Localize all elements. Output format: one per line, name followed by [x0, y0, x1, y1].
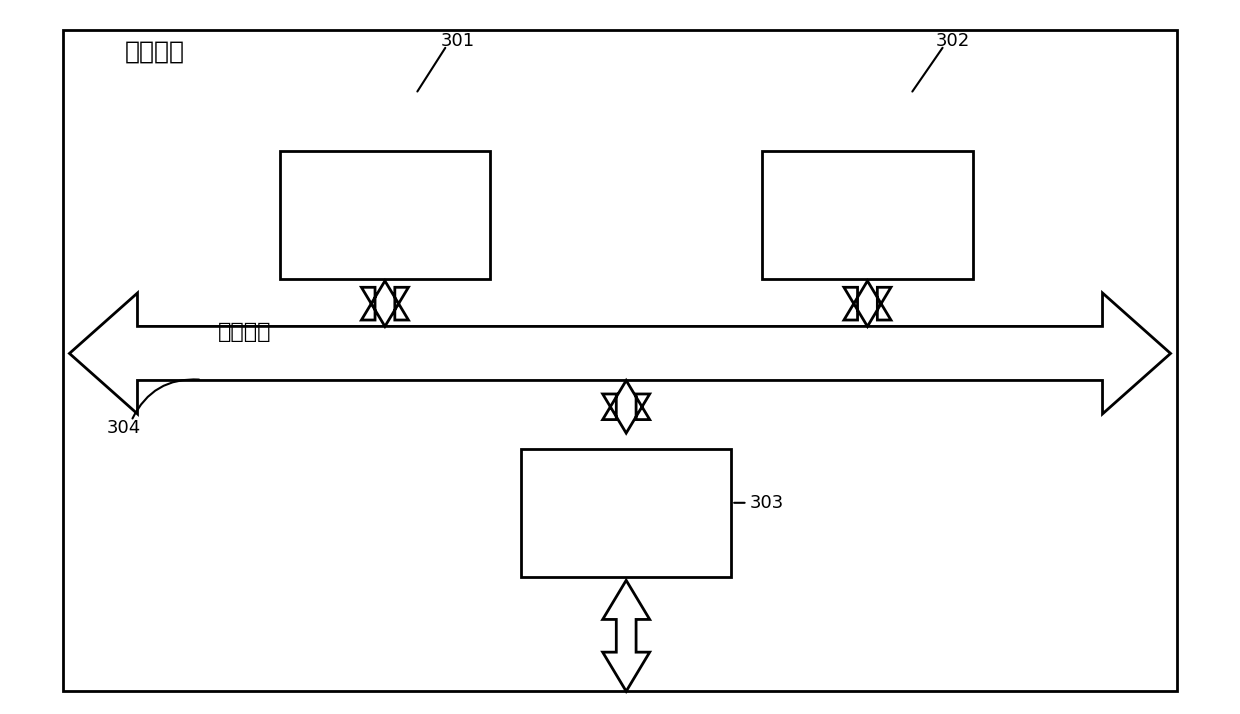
Text: 处理器: 处理器: [365, 205, 405, 225]
Polygon shape: [603, 381, 650, 433]
Text: 302: 302: [935, 31, 970, 49]
Text: 通信总线: 通信总线: [218, 322, 272, 342]
Text: 304: 304: [107, 419, 141, 437]
Polygon shape: [69, 293, 1171, 414]
Polygon shape: [361, 281, 408, 326]
Text: 303: 303: [750, 494, 784, 512]
Polygon shape: [844, 281, 892, 326]
Bar: [280, 151, 490, 278]
Text: 电子设备: 电子设备: [125, 39, 185, 63]
Bar: [763, 151, 972, 278]
Bar: [521, 449, 732, 578]
Text: 301: 301: [440, 31, 475, 49]
Text: 存储器: 存储器: [847, 205, 888, 225]
Polygon shape: [603, 580, 650, 691]
Text: 通信接口: 通信接口: [599, 503, 653, 523]
